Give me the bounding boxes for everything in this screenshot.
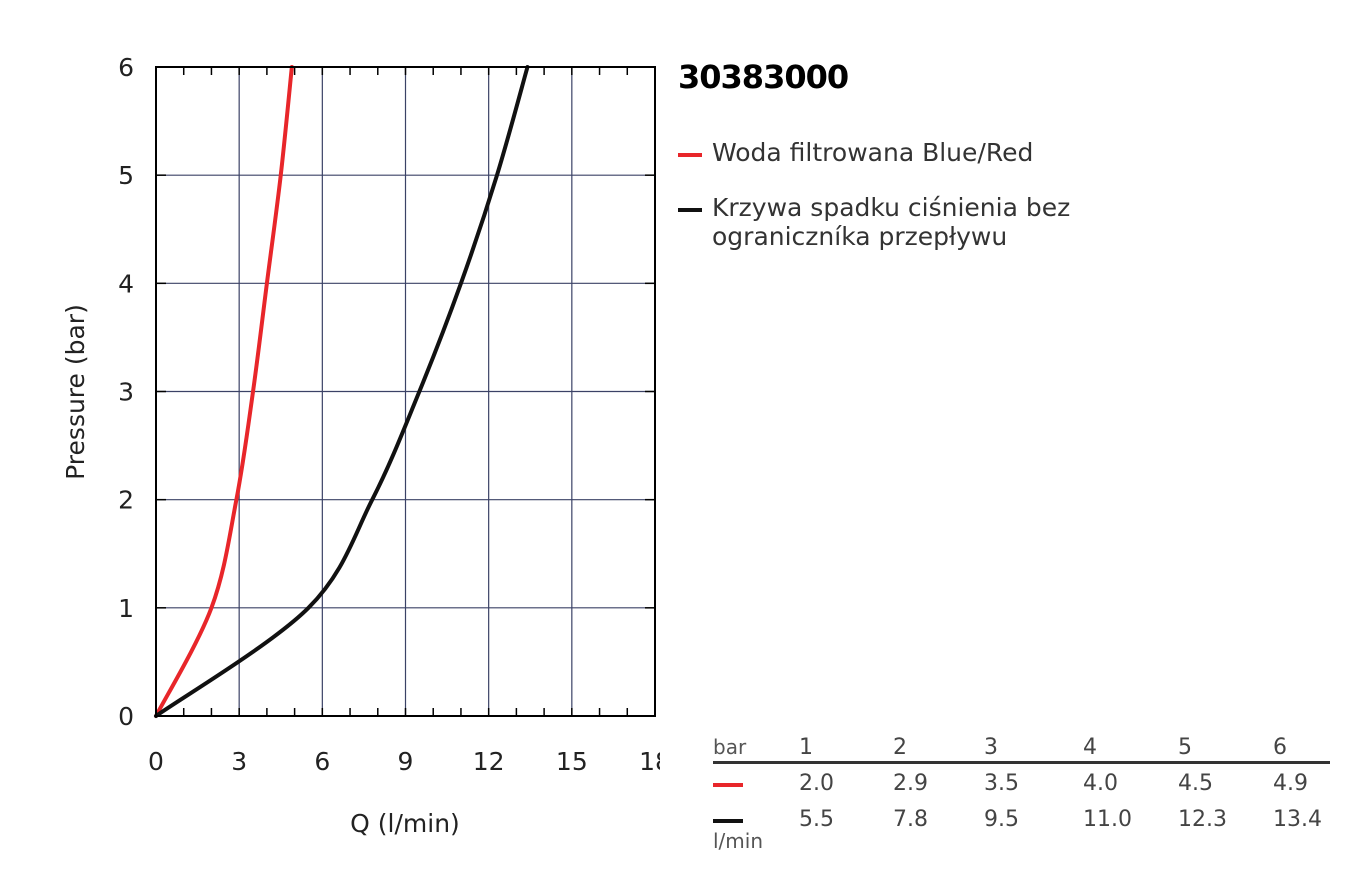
y-tick-label: 1 <box>118 594 134 623</box>
legend-label: Woda filtrowana Blue/Red <box>712 138 1034 167</box>
flow-cell: 13.4 <box>1273 807 1322 832</box>
flow-cell: 2.9 <box>893 771 928 796</box>
flow-cell: 2.0 <box>799 771 834 796</box>
series-lines <box>154 65 530 718</box>
legend: Woda filtrowana Blue/Red Krzywa spadku c… <box>678 138 1148 277</box>
grid-lines <box>155 66 656 717</box>
pressure-cell: 4 <box>1083 735 1097 760</box>
legend-swatch-black <box>678 208 702 212</box>
product-number: 30383000 <box>678 58 849 96</box>
legend-label: Krzywa spadku ciśnienia bez ograniczníka… <box>712 193 1071 251</box>
row-swatch-black <box>713 819 743 823</box>
pressure-flow-chart: 03691215180123456 Q (l/min) Pressure (ba… <box>61 53 660 838</box>
flow-cell: 11.0 <box>1083 807 1132 832</box>
table-divider <box>713 761 1330 764</box>
y-tick-label: 5 <box>118 161 134 190</box>
pressure-unit-label: bar <box>713 735 747 759</box>
flow-cell: 3.5 <box>984 771 1019 796</box>
plot-frame <box>155 66 656 717</box>
x-tick-label: 6 <box>314 747 330 776</box>
legend-item-filtered-water: Woda filtrowana Blue/Red <box>678 138 1148 167</box>
y-tick-label: 6 <box>118 53 134 82</box>
legend-item-pressure-drop: Krzywa spadku ciśnienia bez ograniczníka… <box>678 193 1148 251</box>
flow-cell: 9.5 <box>984 807 1019 832</box>
table-header-row: bar 1 2 3 4 5 6 <box>713 735 1330 771</box>
pressure-cell: 2 <box>893 735 907 760</box>
tick-labels: 03691215180123456 <box>118 53 660 776</box>
table-row: 2.0 2.9 3.5 4.0 4.5 4.9 <box>713 771 1330 807</box>
series-line-filtered-water <box>154 65 294 718</box>
y-tick-label: 4 <box>118 269 134 298</box>
x-tick-label: 0 <box>148 747 164 776</box>
flow-cell: 4.9 <box>1273 771 1308 796</box>
pressure-cell: 3 <box>984 735 998 760</box>
flow-cell: 4.0 <box>1083 771 1118 796</box>
x-tick-label: 15 <box>556 747 588 776</box>
values-table: bar 1 2 3 4 5 6 2.0 2.9 3.5 4.0 4.5 4.9 … <box>713 735 1330 853</box>
legend-swatch-red <box>678 153 702 157</box>
y-tick-label: 2 <box>118 486 134 515</box>
flow-cell: 7.8 <box>893 807 928 832</box>
y-tick-label: 3 <box>118 378 134 407</box>
x-tick-label: 18 <box>639 747 660 776</box>
y-axis-label: Pressure (bar) <box>61 304 90 480</box>
x-tick-label: 3 <box>231 747 247 776</box>
y-tick-label: 0 <box>118 702 134 731</box>
row-swatch-red <box>713 783 743 787</box>
series-line-pressure-drop <box>154 65 530 718</box>
flow-cell: 4.5 <box>1178 771 1213 796</box>
pressure-cell: 5 <box>1178 735 1192 760</box>
pressure-cell: 1 <box>799 735 813 760</box>
flow-unit-label: l/min <box>713 829 764 853</box>
x-tick-label: 12 <box>473 747 505 776</box>
flow-cell: 5.5 <box>799 807 834 832</box>
x-axis-label: Q (l/min) <box>350 809 460 838</box>
pressure-cell: 6 <box>1273 735 1287 760</box>
x-tick-label: 9 <box>398 747 414 776</box>
table-row: 5.5 7.8 9.5 11.0 12.3 13.4 l/min <box>713 807 1330 853</box>
flow-cell: 12.3 <box>1178 807 1227 832</box>
